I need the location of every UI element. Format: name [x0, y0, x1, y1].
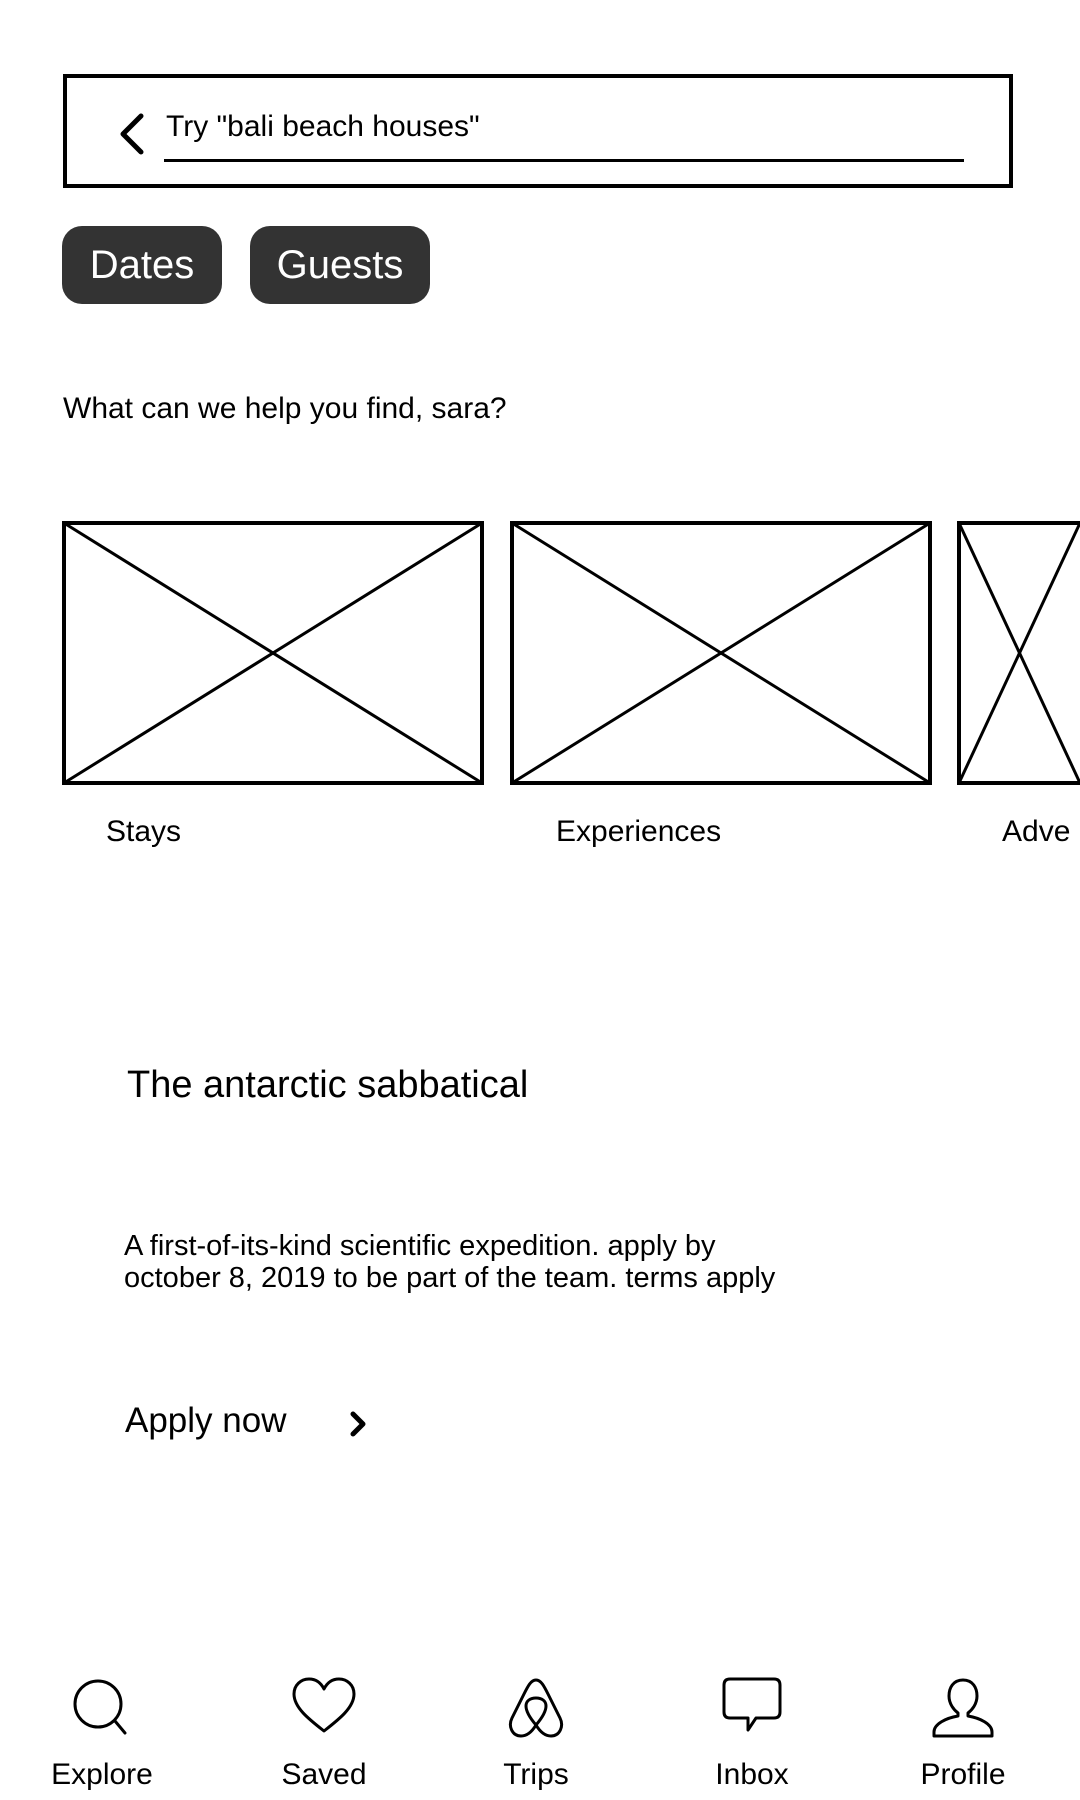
nav-label-saved: Saved — [281, 1758, 367, 1791]
nav-item-explore[interactable]: Explore — [12, 1660, 192, 1800]
category-card-adventures[interactable] — [957, 521, 1080, 785]
image-placeholder-icon — [62, 521, 484, 785]
greeting-text: What can we help you find, sara? — [63, 392, 507, 425]
dates-button[interactable]: Dates — [62, 226, 222, 304]
category-label-stays: Stays — [106, 815, 182, 848]
apply-now-link[interactable]: Apply now — [125, 1393, 368, 1449]
heart-icon — [290, 1676, 358, 1741]
category-card-stays[interactable] — [62, 521, 484, 785]
apply-now-label: Apply now — [125, 1401, 287, 1440]
nav-label-profile: Profile — [920, 1758, 1006, 1791]
message-icon — [720, 1676, 784, 1741]
nav-label-trips: Trips — [503, 1758, 569, 1791]
bottom-nav: Explore Saved Trips Inbox — [0, 1660, 1080, 1800]
airbnb-logo-icon — [504, 1676, 568, 1745]
user-icon — [928, 1676, 998, 1745]
promo-description-line: A first-of-its-kind scientific expeditio… — [124, 1230, 716, 1262]
search-icon — [70, 1676, 134, 1745]
category-label-adventures: Adve — [1002, 815, 1071, 848]
promo-description: A first-of-its-kind scientific expeditio… — [124, 1230, 844, 1294]
search-box — [63, 74, 1013, 188]
category-card-experiences[interactable] — [510, 521, 932, 785]
nav-item-profile[interactable]: Profile — [873, 1660, 1053, 1800]
category-label-experiences: Experiences — [556, 815, 722, 848]
nav-label-explore: Explore — [51, 1758, 153, 1791]
nav-item-inbox[interactable]: Inbox — [662, 1660, 842, 1800]
promo-title: The antarctic sabbatical — [127, 1064, 529, 1106]
back-icon[interactable] — [115, 112, 149, 156]
image-placeholder-icon — [957, 521, 1080, 785]
guests-button[interactable]: Guests — [250, 226, 430, 304]
nav-label-inbox: Inbox — [715, 1758, 789, 1791]
nav-item-trips[interactable]: Trips — [446, 1660, 626, 1800]
nav-item-saved[interactable]: Saved — [234, 1660, 414, 1800]
image-placeholder-icon — [510, 521, 932, 785]
search-input[interactable] — [164, 102, 964, 162]
chevron-right-icon — [348, 1410, 368, 1443]
promo-description-line: october 8, 2019 to be part of the team. … — [124, 1262, 776, 1294]
